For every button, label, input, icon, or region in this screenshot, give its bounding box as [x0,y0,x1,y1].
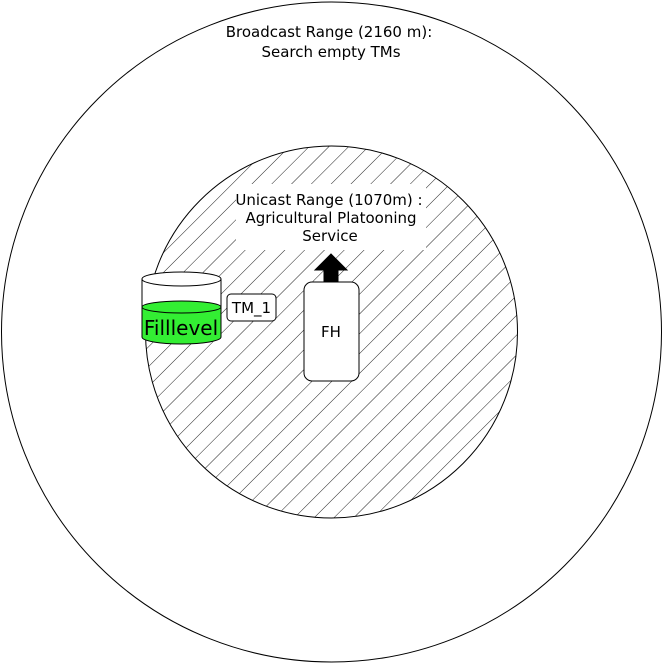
fh-label: FH [321,323,341,341]
unicast-range-label-line3: Service [302,227,357,245]
tm-label-box [226,293,277,322]
broadcast-range-label-line2: Search empty TMs [261,43,400,61]
tm-label: TM_1 [231,299,271,318]
unicast-label-background [236,184,426,250]
tank-label: Filllevel [144,316,218,340]
unicast-range-label-line2: Agricultural Platooning [245,209,416,227]
broadcast-range-label-line1: Broadcast Range (2160 m): [226,23,433,41]
fh-vehicle [303,281,360,382]
unicast-range-label-line1: Unicast Range (1070m) : [235,191,422,209]
fill-level-tank: Filllevel [141,271,222,345]
